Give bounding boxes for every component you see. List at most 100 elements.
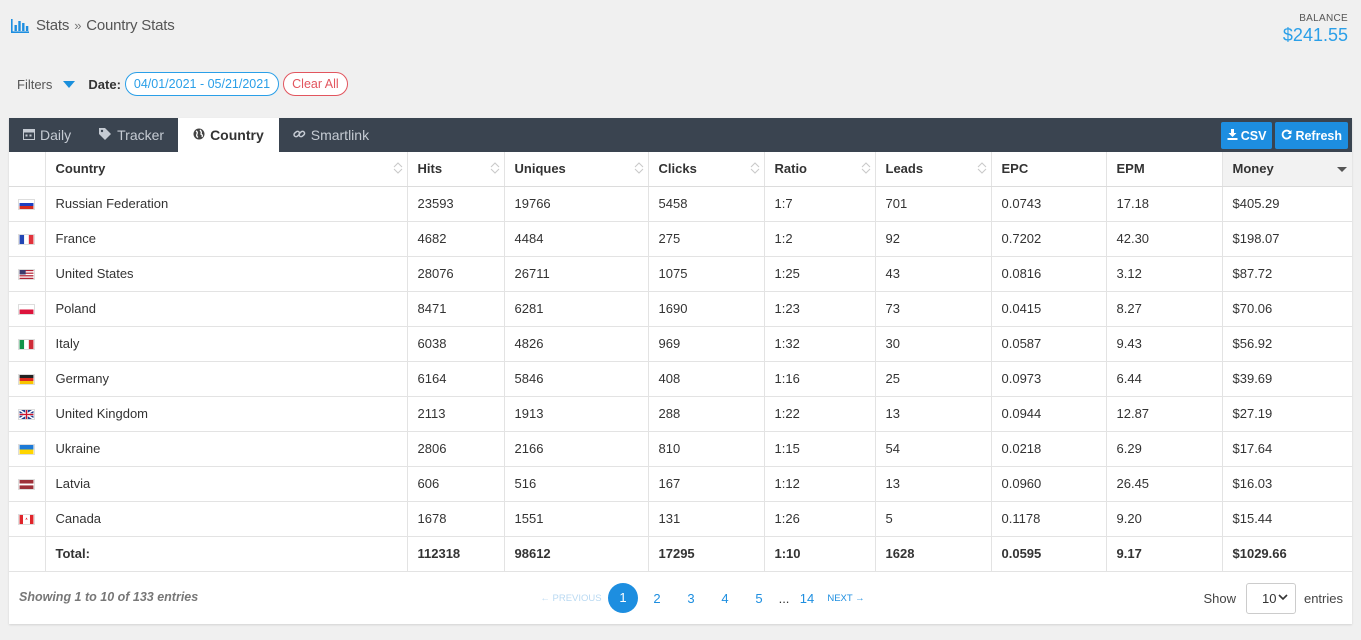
column-header-uniques[interactable]: Uniques: [504, 152, 649, 187]
cell-hits: 4682: [407, 221, 505, 257]
tab-label: Daily: [40, 127, 72, 143]
column-header-ratio[interactable]: Ratio: [764, 152, 876, 187]
clear-all-button[interactable]: Clear All: [283, 72, 348, 96]
cell-leads: 43: [875, 256, 992, 292]
pagination-ellipsis: ...: [778, 590, 790, 606]
breadcrumb: Stats » Country Stats: [11, 17, 175, 34]
pagination-previous[interactable]: ← PREVIOUS: [540, 592, 602, 604]
pagination: ← PREVIOUS 1 2 3 4 5 ... 14 NEXT →: [536, 583, 870, 613]
column-header-epc[interactable]: EPC: [991, 152, 1107, 187]
pagination-page-2[interactable]: 2: [653, 590, 661, 606]
entries-label: entries: [1303, 591, 1343, 606]
cell-clicks: 408: [648, 361, 765, 397]
cell-leads: 13: [875, 396, 992, 432]
cell-ratio: 1:12: [764, 466, 876, 502]
balance-label: BALANCE: [1299, 13, 1348, 24]
link-icon: [293, 128, 306, 143]
cell-hits: 2806: [407, 431, 505, 467]
tab-tracker[interactable]: Tracker: [85, 118, 178, 152]
column-header-country[interactable]: Country: [45, 152, 408, 187]
pagination-page-5[interactable]: 5: [755, 590, 763, 606]
caret-down-icon[interactable]: [63, 80, 76, 88]
cell-country: Canada: [45, 501, 408, 537]
flag-icon: [18, 339, 35, 351]
cell-clicks: 1690: [648, 291, 765, 327]
table-footer: Showing 1 to 10 of 133 entries ← PREVIOU…: [9, 571, 1352, 624]
total-leads: 1628: [875, 536, 992, 572]
sort-desc-icon: [1337, 167, 1347, 172]
filters-bar: Filters Date: 04/01/2021 - 05/21/2021 Cl…: [17, 72, 348, 96]
flag-cell: [9, 361, 46, 397]
flag-icon: [18, 234, 35, 246]
cell-money: $405.29: [1222, 186, 1352, 222]
sort-icon: [750, 162, 759, 174]
table-header-row: Country Hits Uniques Clicks Ratio Leads …: [9, 152, 1352, 187]
cell-hits: 6038: [407, 326, 505, 362]
date-range-filter[interactable]: 04/01/2021 - 05/21/2021: [124, 72, 280, 96]
page-size-control: Show 10 entries: [1203, 583, 1343, 614]
flag-icon: [18, 374, 35, 386]
cell-epm: 17.18: [1106, 186, 1223, 222]
cell-epc: 0.0743: [991, 186, 1107, 222]
cell-clicks: 131: [648, 501, 765, 537]
cell-country: Russian Federation: [45, 186, 408, 222]
flag-column-header: [9, 152, 46, 187]
tab-label: Tracker: [117, 127, 165, 143]
column-header-clicks[interactable]: Clicks: [648, 152, 765, 187]
cell-country: Latvia: [45, 466, 408, 502]
flag-icon: [18, 304, 35, 316]
csv-label: CSV: [1240, 128, 1267, 143]
chevron-down-icon: [1278, 594, 1288, 601]
column-header-label: EPC: [1001, 161, 1029, 177]
cell-uniques: 2166: [504, 431, 649, 467]
pagination-page-3[interactable]: 3: [687, 590, 695, 606]
flag-cell: [9, 256, 46, 292]
breadcrumb-root[interactable]: Stats: [36, 17, 70, 34]
cell-epm: 12.87: [1106, 396, 1223, 432]
tag-icon: [99, 127, 112, 143]
stats-panel: Daily Tracker Country Smartlink: [9, 118, 1352, 624]
csv-export-button[interactable]: CSV: [1220, 122, 1273, 149]
column-header-leads[interactable]: Leads: [875, 152, 992, 187]
cell-ratio: 1:15: [764, 431, 876, 467]
cell-ratio: 1:22: [764, 396, 876, 432]
flag-icon: [18, 409, 35, 421]
cell-ratio: 1:2: [764, 221, 876, 257]
pagination-next[interactable]: NEXT →: [827, 592, 865, 604]
cell-uniques: 6281: [504, 291, 649, 327]
column-header-epm[interactable]: EPM: [1106, 152, 1223, 187]
pagination-page-14[interactable]: 14: [799, 590, 815, 606]
cell-clicks: 5458: [648, 186, 765, 222]
sort-icon: [634, 162, 643, 174]
cell-country: Italy: [45, 326, 408, 362]
cell-epc: 0.0944: [991, 396, 1107, 432]
cell-epc: 0.1178: [991, 501, 1107, 537]
cell-clicks: 288: [648, 396, 765, 432]
tab-daily[interactable]: Daily: [9, 118, 85, 152]
cell-leads: 54: [875, 431, 992, 467]
cell-uniques: 26711: [504, 256, 649, 292]
balance-value: $241.55: [1282, 25, 1348, 45]
column-header-label: Hits: [417, 161, 443, 177]
table-row: Italy 6038 4826 969 1:32 30 0.0587 9.43 $56.92: [9, 326, 1352, 362]
cell-epm: 26.45: [1106, 466, 1223, 502]
cell-ratio: 1:7: [764, 186, 876, 222]
column-header-money[interactable]: Money: [1222, 152, 1352, 187]
flag-icon: [18, 479, 35, 491]
tab-country[interactable]: Country: [178, 118, 279, 152]
filters-toggle-label[interactable]: Filters: [17, 76, 53, 92]
pagination-page-4[interactable]: 4: [721, 590, 729, 606]
column-header-label: Money: [1232, 161, 1274, 177]
refresh-button[interactable]: Refresh: [1275, 122, 1348, 149]
table-row: Ukraine 2806 2166 810 1:15 54 0.0218 6.29 $17.64: [9, 431, 1352, 467]
tab-smartlink[interactable]: Smartlink: [279, 118, 383, 152]
column-header-hits[interactable]: Hits: [407, 152, 505, 187]
cell-money: $39.69: [1222, 361, 1352, 397]
cell-money: $198.07: [1222, 221, 1352, 257]
page-size-select[interactable]: 10: [1245, 583, 1296, 614]
table-row: Russian Federation 23593 19766 5458 1:7 701 0.…: [9, 186, 1352, 222]
cell-leads: 73: [875, 291, 992, 327]
cell-epm: 9.43: [1106, 326, 1223, 362]
cell-ratio: 1:26: [764, 501, 876, 537]
pagination-page-1[interactable]: 1: [608, 583, 638, 613]
